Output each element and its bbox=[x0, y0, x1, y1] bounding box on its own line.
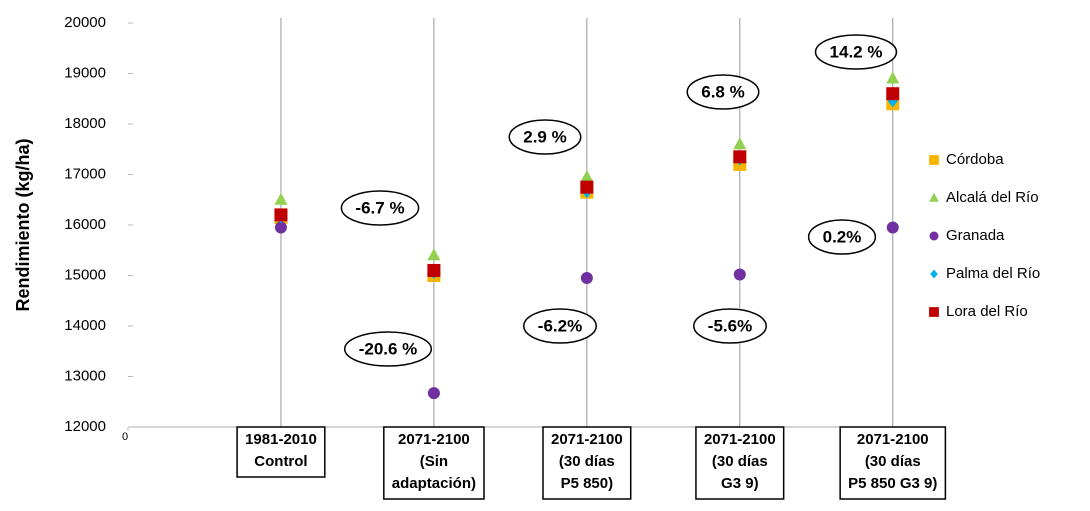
point bbox=[580, 170, 594, 183]
category-label: 2071-2100 (30 días P5 850) bbox=[542, 426, 632, 500]
annotation-bubble bbox=[693, 308, 767, 344]
category-label: 2071-2100 (30 días P5 850 G3 9) bbox=[839, 426, 947, 500]
x-category-text: (Sin bbox=[420, 453, 448, 470]
y-tick-label: 19000 bbox=[64, 64, 106, 81]
legend-marker bbox=[929, 155, 939, 165]
category-label: 2071-2100 (30 días G3 9) bbox=[695, 426, 785, 500]
y-tick-label: 12000 bbox=[64, 418, 106, 435]
legend-marker bbox=[930, 269, 938, 279]
annotation: 14.2 % bbox=[814, 34, 898, 70]
y-tick-label: 13000 bbox=[64, 367, 106, 384]
point bbox=[274, 192, 288, 205]
category-box bbox=[383, 426, 485, 500]
x-category-text: (30 días bbox=[865, 453, 921, 470]
x-tick-label: 0 bbox=[122, 431, 128, 443]
y-tick-label: 20000 bbox=[64, 14, 106, 31]
annotation: -20.6 % bbox=[343, 331, 433, 367]
annotation-text: 0.2% bbox=[823, 227, 862, 246]
legend-label: Córdoba bbox=[946, 151, 1004, 168]
annotation: -5.6% bbox=[693, 308, 767, 344]
annotation: 6.8 % bbox=[686, 74, 760, 110]
category-label: 2071-2100 (Sin adaptación) bbox=[383, 426, 485, 500]
y-tick-label: 16000 bbox=[64, 216, 106, 233]
annotation-bubble bbox=[340, 190, 420, 226]
x-category-text: 2071-2100 bbox=[704, 431, 776, 448]
point bbox=[427, 248, 441, 261]
annotation-text: -5.6% bbox=[708, 316, 752, 335]
annotation-text: 6.8 % bbox=[701, 82, 744, 101]
category-box bbox=[695, 426, 785, 500]
x-category-text: 1981-2010 bbox=[245, 431, 317, 448]
y-tick-label: 18000 bbox=[64, 115, 106, 132]
category-box bbox=[839, 426, 947, 500]
annotation: 2.9 % bbox=[508, 119, 582, 155]
legend-label: Alcalá del Río bbox=[946, 189, 1039, 206]
category-label: 1981-2010 Control bbox=[236, 426, 326, 478]
annotation-bubble bbox=[343, 331, 433, 367]
category-box bbox=[542, 426, 632, 500]
legend-label: Granada bbox=[946, 227, 1005, 244]
point bbox=[427, 387, 440, 400]
legend-label: Palma del Río bbox=[946, 265, 1040, 282]
x-category-text: G3 9) bbox=[721, 475, 759, 492]
annotation-bubble bbox=[523, 308, 597, 344]
y-tick-label: 17000 bbox=[64, 165, 106, 182]
annotation: 0.2% bbox=[807, 219, 877, 255]
x-category-text: (30 días bbox=[559, 453, 615, 470]
legend-marker bbox=[929, 231, 939, 241]
x-category-text: Control bbox=[254, 453, 307, 470]
x-category-text: 2071-2100 bbox=[551, 431, 623, 448]
legend-label: Lora del Río bbox=[946, 303, 1028, 320]
annotation-bubble bbox=[814, 34, 898, 70]
point bbox=[274, 208, 288, 222]
annotation: -6.2% bbox=[523, 308, 597, 344]
x-category-text: 2071-2100 bbox=[398, 431, 470, 448]
x-category-text: P5 850 G3 9) bbox=[848, 475, 937, 492]
point bbox=[733, 150, 747, 164]
point bbox=[580, 180, 594, 194]
legend-marker bbox=[929, 192, 939, 202]
x-category-text: (30 días bbox=[712, 453, 768, 470]
point bbox=[580, 272, 593, 285]
point bbox=[733, 268, 746, 281]
x-category-text: P5 850) bbox=[561, 475, 614, 492]
y-tick-label: 15000 bbox=[64, 266, 106, 283]
point bbox=[886, 71, 900, 84]
point bbox=[274, 221, 287, 234]
annotation-text: -6.2% bbox=[538, 316, 582, 335]
annotation-text: -6.7 % bbox=[355, 198, 404, 217]
annotation-text: -20.6 % bbox=[359, 339, 418, 358]
y-axis-label: Rendimiento (kg/ha) bbox=[13, 138, 33, 311]
y-tick-label: 14000 bbox=[64, 317, 106, 334]
point bbox=[886, 221, 899, 234]
annotation-bubble bbox=[686, 74, 760, 110]
point bbox=[733, 137, 747, 150]
annotation: -6.7 % bbox=[340, 190, 420, 226]
category-box bbox=[236, 426, 326, 478]
x-category-text: adaptación) bbox=[392, 475, 476, 492]
annotation-bubble bbox=[807, 219, 877, 255]
point bbox=[427, 263, 441, 277]
annotation-bubble bbox=[508, 119, 582, 155]
point bbox=[886, 87, 900, 101]
annotation-text: 14.2 % bbox=[830, 42, 883, 61]
legend-marker bbox=[929, 307, 939, 317]
x-category-text: 2071-2100 bbox=[857, 431, 929, 448]
annotation-text: 2.9 % bbox=[523, 127, 566, 146]
